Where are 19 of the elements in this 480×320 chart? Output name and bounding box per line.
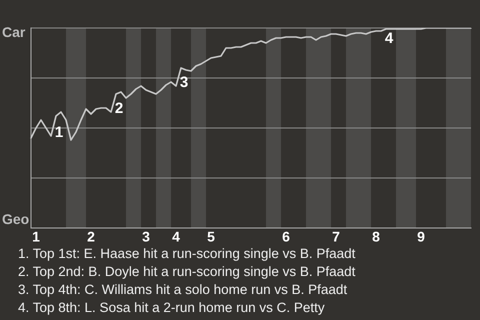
- x-tick-label: 1: [32, 228, 40, 244]
- text: Geo: [2, 211, 30, 227]
- x-tick-label: 3: [142, 228, 150, 244]
- x-tick-label: 5: [207, 228, 216, 244]
- text: 4. Top 8th: L. Sosa hit a 2-run home run vs C. Petty: [18, 299, 326, 317]
- x-tick-label: 4: [172, 228, 180, 244]
- x-tick-label: 6: [282, 228, 290, 244]
- text: 3. Top 4th: C. Williams hit a solo home run vs B. Pfaadt: [18, 281, 348, 299]
- x-tick-label: 2: [87, 228, 96, 244]
- x-tick-label: 8: [372, 228, 380, 244]
- annotation: 2: [114, 100, 124, 118]
- text: Car: [2, 24, 26, 40]
- text: 2. Top 2nd: B. Doyle hit a run-scoring single vs B. Pfaadt: [18, 263, 356, 281]
- annotation: 4: [384, 30, 394, 48]
- x-tick-label: 7: [332, 228, 340, 244]
- annotation: 3: [180, 74, 188, 92]
- annotation: 1: [54, 124, 64, 142]
- x-tick-label: 9: [417, 228, 426, 244]
- text: 1. Top 1st: E. Haase hit a run-scoring single vs B. Pfaadt: [18, 245, 356, 263]
